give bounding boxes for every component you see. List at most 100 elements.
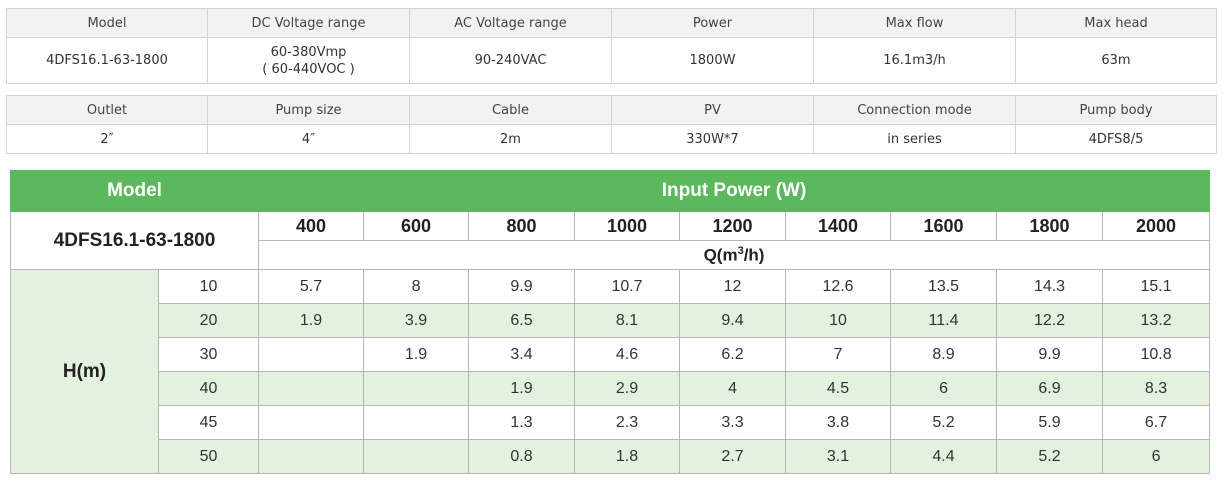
- flow-cell: 5.9: [996, 405, 1104, 440]
- spec-value-dc-voltage: 60-380Vmp ( 60-440VOC ): [207, 37, 410, 84]
- flow-cell: [258, 439, 365, 474]
- spec-value-pump-body: 4DFS8/5: [1015, 124, 1217, 154]
- table-row: 45 1.3 2.3 3.3 3.8 5.2 5.9 6.7: [11, 405, 1211, 440]
- flow-cell: 3.4: [468, 337, 576, 372]
- spec-header-model: Model: [6, 8, 208, 38]
- power-column-header: 400: [258, 211, 365, 241]
- flow-cell: 2.7: [679, 439, 787, 474]
- spec-header-cable: Cable: [409, 95, 612, 125]
- flow-cell: 5.2: [996, 439, 1104, 474]
- spec-header-max-flow: Max flow: [813, 8, 1016, 38]
- flow-cell: 8.3: [1102, 371, 1211, 406]
- spec-value-max-flow: 16.1m3/h: [813, 37, 1016, 84]
- power-column-header: 1200: [679, 211, 787, 241]
- performance-table: Model Input Power (W) 4DFS16.1-63-1800 4…: [9, 170, 1211, 474]
- flow-cell: 13.2: [1102, 303, 1211, 338]
- flow-cell: 6: [1102, 439, 1211, 474]
- performance-model-name: 4DFS16.1-63-1800: [9, 211, 260, 270]
- flow-unit-label: Q(m3/h): [258, 240, 1211, 270]
- flow-cell: 6: [890, 371, 998, 406]
- spec-table-secondary-value-row: 2″ 4″ 2m 330W*7 in series 4DFS8/5: [6, 124, 1217, 154]
- flow-cell: 12: [679, 269, 787, 304]
- flow-cell: 8.1: [574, 303, 681, 338]
- flow-cell: 10.8: [1102, 337, 1211, 372]
- flow-unit-label-superscript: 3: [737, 244, 744, 257]
- flow-cell: 6.2: [679, 337, 787, 372]
- spec-table-secondary: Outlet Pump size Cable PV Connection mod…: [6, 95, 1217, 154]
- spec-table-main: Model DC Voltage range AC Voltage range …: [6, 8, 1217, 84]
- table-row: 20 1.9 3.9 6.5 8.1 9.4 10 11.4 12.2 13.2: [11, 303, 1211, 338]
- flow-unit-label-tail: /h): [743, 245, 765, 265]
- table-row: 30 1.9 3.4 4.6 6.2 7 8.9 9.9 10.8: [11, 337, 1211, 372]
- flow-cell: 5.7: [258, 269, 365, 304]
- spec-value-pump-size: 4″: [207, 124, 410, 154]
- flow-cell: 5.2: [890, 405, 998, 440]
- spec-header-power: Power: [611, 8, 814, 38]
- flow-cell: 7: [785, 337, 892, 372]
- spec-value-connection-mode: in series: [813, 124, 1016, 154]
- spec-header-outlet: Outlet: [6, 95, 208, 125]
- flow-cell: 2.3: [574, 405, 681, 440]
- table-row: 40 1.9 2.9 4 4.5 6 6.9 8.3: [11, 371, 1211, 406]
- flow-cell: [363, 371, 470, 406]
- table-row: H(m) 10 5.7 8 9.9 10.7 12 12.6 13.5 14.3…: [10, 269, 1211, 474]
- flow-cell: [363, 405, 470, 440]
- flow-cell: 9.9: [468, 269, 576, 304]
- power-column-header: 600: [363, 211, 470, 241]
- flow-cell: 3.3: [679, 405, 787, 440]
- power-column-header: 2000: [1102, 211, 1211, 241]
- spec-header-pump-size: Pump size: [207, 95, 410, 125]
- flow-cell: 12.6: [785, 269, 892, 304]
- flow-cell: [258, 405, 365, 440]
- flow-cell: 12.2: [996, 303, 1104, 338]
- head-value: 40: [157, 371, 260, 406]
- spec-table-main-value-row: 4DFS16.1-63-1800 60-380Vmp ( 60-440VOC )…: [6, 37, 1217, 84]
- flow-cell: 1.3: [468, 405, 576, 440]
- head-axis-label: H(m): [10, 269, 159, 474]
- spec-header-pump-body: Pump body: [1015, 95, 1217, 125]
- spec-table-main-header-row: Model DC Voltage range AC Voltage range …: [6, 8, 1217, 38]
- spec-header-max-head: Max head: [1015, 8, 1217, 38]
- flow-cell: 0.8: [468, 439, 576, 474]
- flow-cell: 4.6: [574, 337, 681, 372]
- performance-input-power-header: Input Power (W): [258, 170, 1211, 212]
- flow-cell: 4.4: [890, 439, 998, 474]
- flow-cell: 6.5: [468, 303, 576, 338]
- spec-header-pv: PV: [611, 95, 814, 125]
- spec-table-secondary-header-row: Outlet Pump size Cable PV Connection mod…: [6, 95, 1217, 125]
- head-value: 10: [157, 269, 260, 304]
- flow-cell: [258, 371, 365, 406]
- spec-value-power: 1800W: [611, 37, 814, 84]
- flow-cell: 9.9: [996, 337, 1104, 372]
- spec-header-dc-voltage: DC Voltage range: [207, 8, 410, 38]
- spec-value-max-head: 63m: [1015, 37, 1217, 84]
- table-row: 50 0.8 1.8 2.7 3.1 4.4 5.2 6: [11, 439, 1211, 474]
- head-value: 45: [157, 405, 260, 440]
- flow-cell: 3.1: [785, 439, 892, 474]
- flow-cell: 15.1: [1102, 269, 1211, 304]
- performance-model-header: Model: [9, 170, 260, 212]
- power-column-header: 1000: [574, 211, 681, 241]
- power-column-header: 800: [468, 211, 576, 241]
- spec-value-ac-voltage: 90-240VAC: [409, 37, 612, 84]
- flow-cell: 1.9: [363, 337, 470, 372]
- spec-value-model: 4DFS16.1-63-1800: [6, 37, 208, 84]
- flow-cell: [258, 337, 365, 372]
- flow-cell: 1.9: [468, 371, 576, 406]
- flow-cell: 3.8: [785, 405, 892, 440]
- flow-cell: 10: [785, 303, 892, 338]
- flow-cell: 3.9: [363, 303, 470, 338]
- flow-cell: 1.9: [258, 303, 365, 338]
- spec-header-ac-voltage: AC Voltage range: [409, 8, 612, 38]
- flow-cell: 1.8: [574, 439, 681, 474]
- flow-cell: 6.9: [996, 371, 1104, 406]
- power-column-header: 1600: [890, 211, 998, 241]
- flow-cell: 2.9: [574, 371, 681, 406]
- flow-cell: 6.7: [1102, 405, 1211, 440]
- flow-cell: 14.3: [996, 269, 1104, 304]
- flow-cell: 4.5: [785, 371, 892, 406]
- power-column-header: 1800: [996, 211, 1104, 241]
- flow-unit-label-base: Q(m: [703, 245, 738, 265]
- head-value: 20: [157, 303, 260, 338]
- spec-value-cable: 2m: [409, 124, 612, 154]
